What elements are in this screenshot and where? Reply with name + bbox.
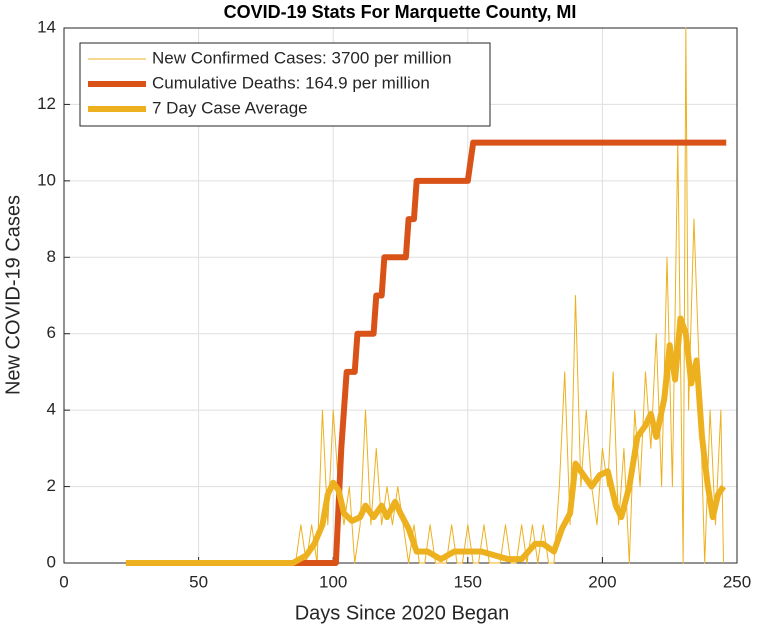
series-line bbox=[125, 139, 727, 566]
x-tick-label: 50 bbox=[189, 572, 208, 591]
y-tick-label: 14 bbox=[37, 17, 56, 36]
x-axis-label: Days Since 2020 Began bbox=[295, 602, 510, 624]
legend-label: New Confirmed Cases: 3700 per million bbox=[152, 48, 452, 67]
chart-title: COVID-19 Stats For Marquette County, MI bbox=[224, 2, 577, 22]
plot-frame bbox=[63, 27, 738, 564]
legend-label: 7 Day Case Average bbox=[152, 98, 308, 117]
x-tick-label: 200 bbox=[588, 572, 616, 591]
y-tick-label: 0 bbox=[47, 552, 56, 571]
x-tick-label: 100 bbox=[319, 572, 347, 591]
y-axis-label: New COVID-19 Cases bbox=[2, 195, 24, 395]
y-tick-label: 12 bbox=[37, 94, 56, 113]
y-tick-label: 4 bbox=[47, 400, 56, 419]
series-line bbox=[125, 315, 726, 566]
series-line bbox=[125, 27, 725, 564]
legend-label: Cumulative Deaths: 164.9 per million bbox=[152, 73, 430, 92]
legend-box bbox=[79, 42, 491, 127]
x-tick-label: 250 bbox=[723, 572, 751, 591]
x-tick-label: 0 bbox=[59, 572, 68, 591]
y-tick-label: 8 bbox=[47, 247, 56, 266]
y-tick-label: 2 bbox=[47, 476, 56, 495]
y-tick-label: 6 bbox=[47, 323, 56, 342]
x-tick-label: 150 bbox=[454, 572, 482, 591]
y-tick-label: 10 bbox=[37, 170, 56, 189]
